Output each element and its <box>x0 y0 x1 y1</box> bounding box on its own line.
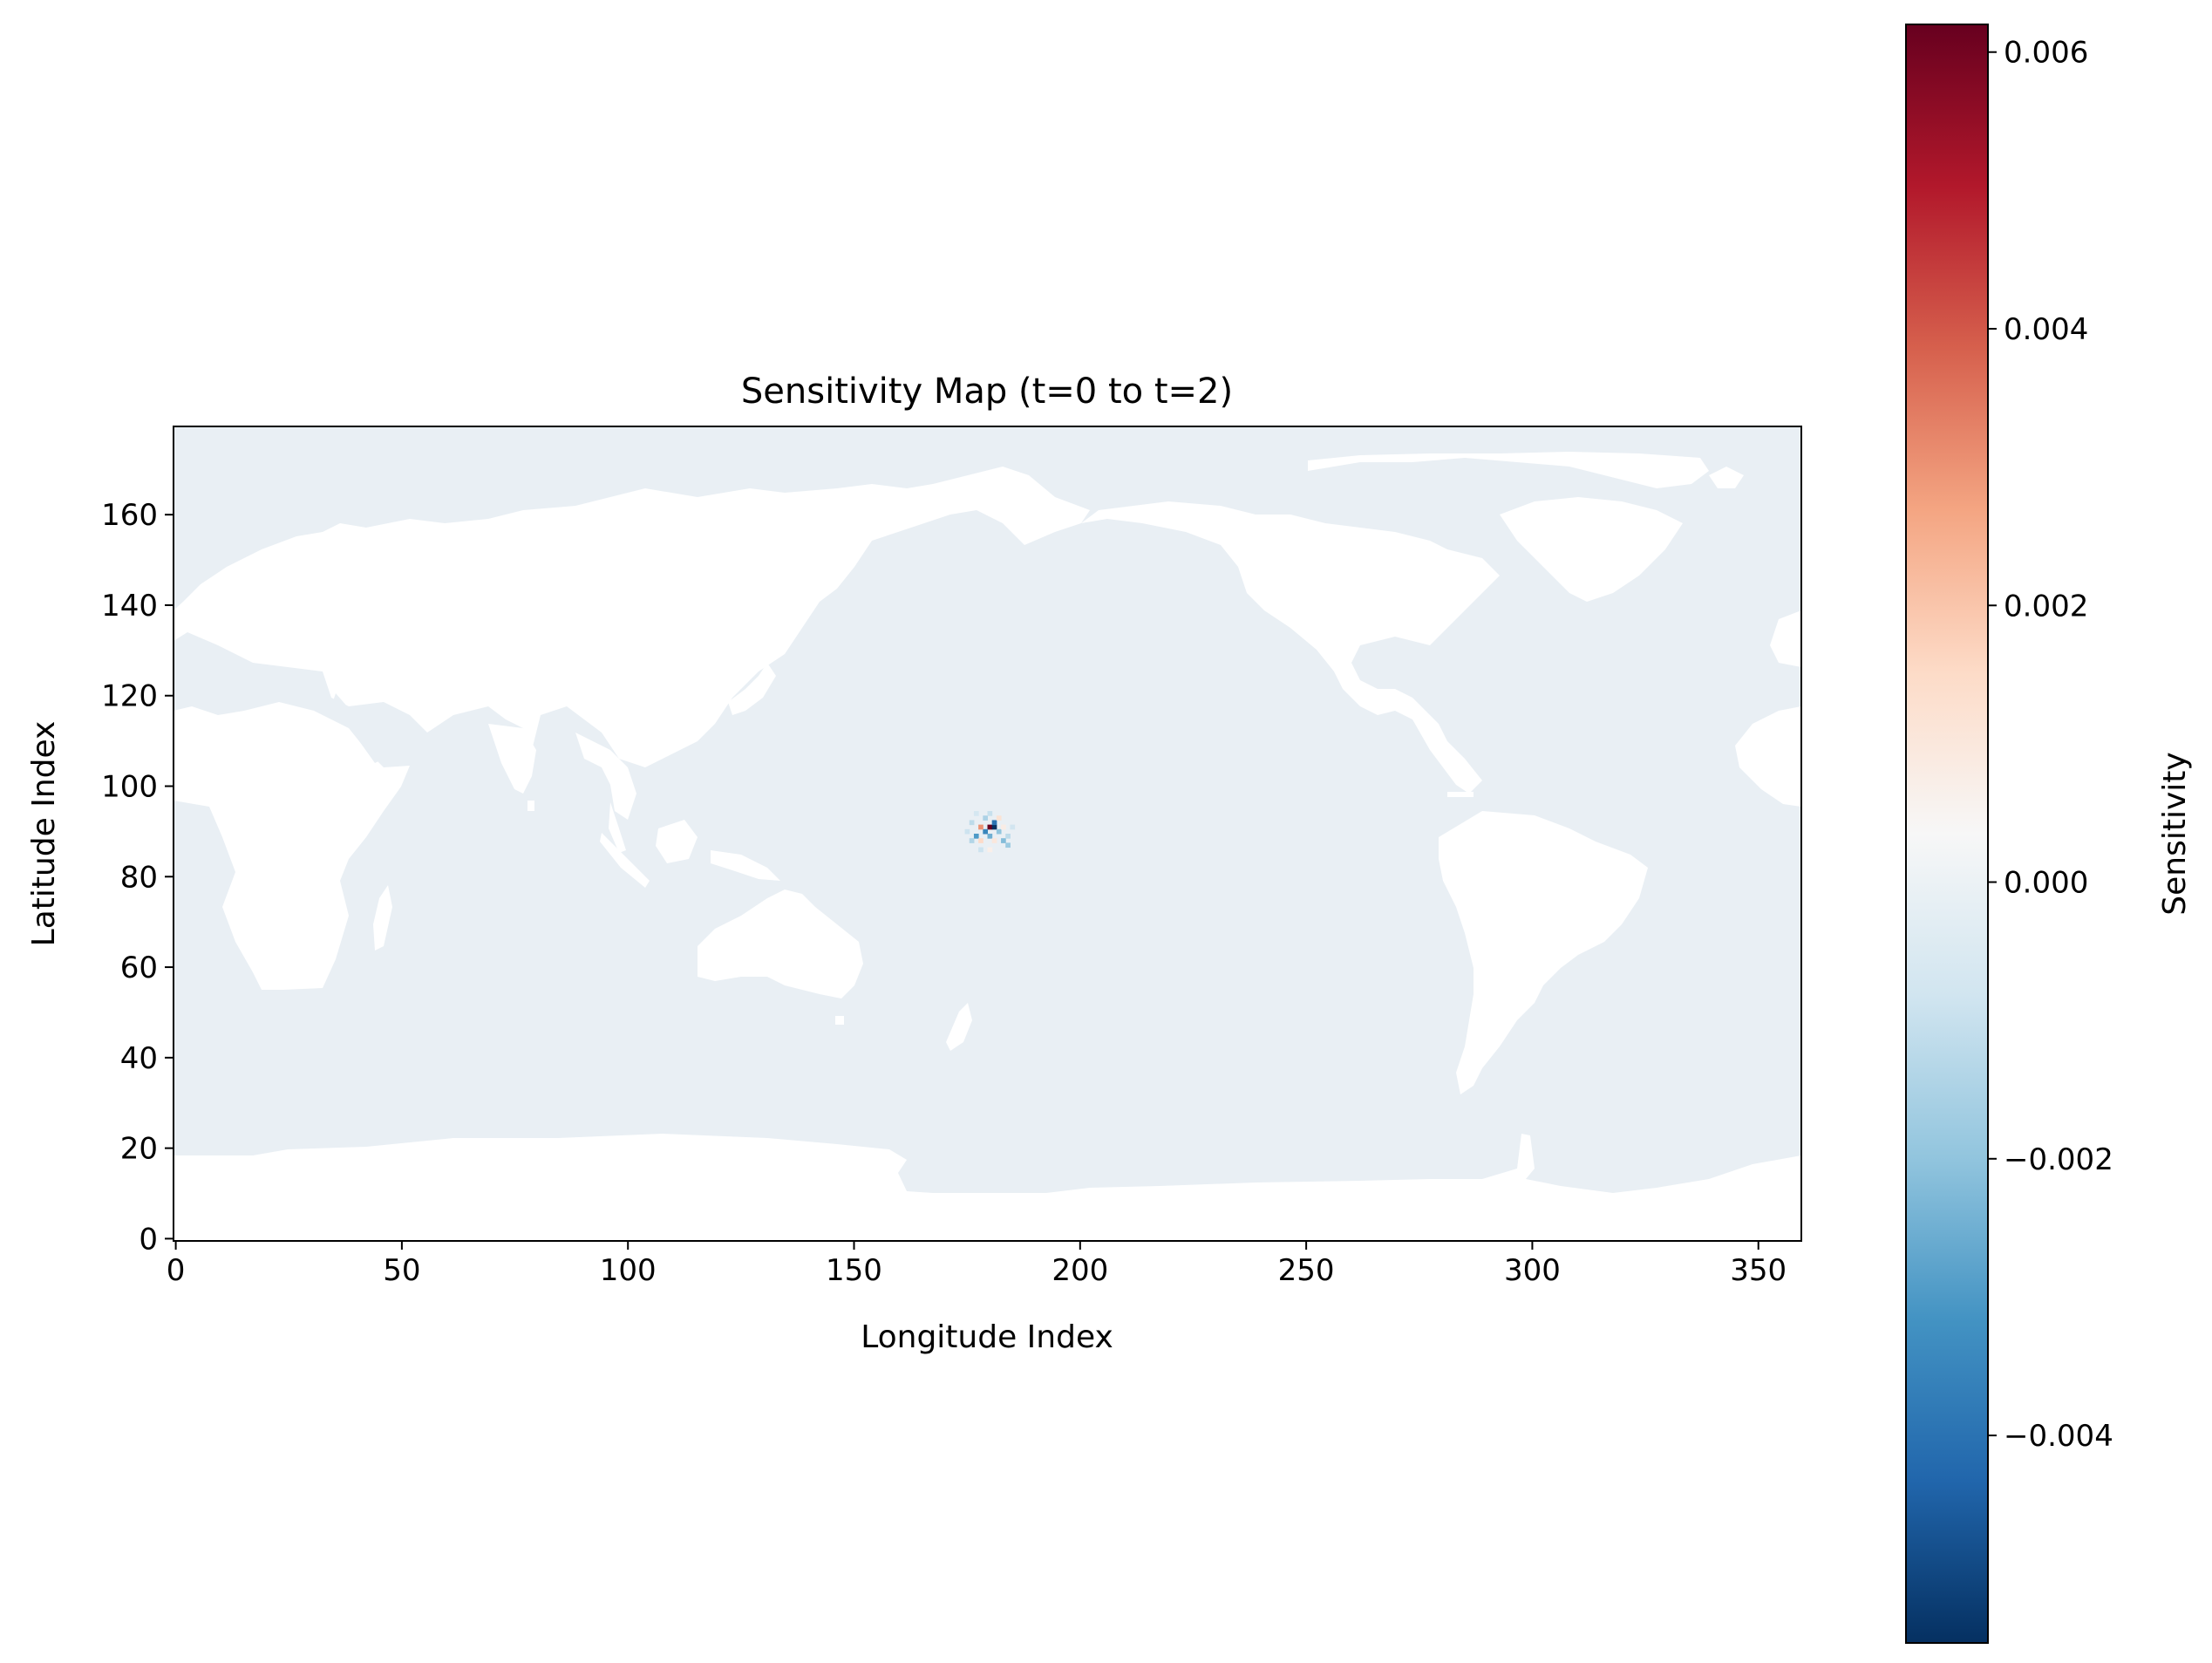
red-sea-shape <box>331 693 384 763</box>
hotspot-cell <box>969 838 975 843</box>
hotspot-cell <box>991 838 997 843</box>
japan-shape <box>728 663 776 715</box>
eurasia-shape <box>174 467 1090 767</box>
india-shape <box>488 724 536 794</box>
colorbar-ticks: −0.004 −0.002 0.000 0.002 0.004 0.006 <box>1988 36 2113 1454</box>
north-america-shape <box>1081 501 1500 794</box>
indochina-shape <box>575 733 636 820</box>
hotspot-cell <box>973 811 979 816</box>
colorbar-tick-label: 0.000 <box>2004 866 2088 901</box>
x-tick-label: 300 <box>1504 1253 1561 1288</box>
x-tick-label: 200 <box>1052 1253 1108 1288</box>
africa-shape <box>174 702 410 990</box>
x-tick-label: 150 <box>826 1253 882 1288</box>
arctic-islands-shape <box>1308 452 1709 488</box>
x-tick-label: 0 <box>167 1253 186 1288</box>
hotspot-cell <box>973 834 979 839</box>
y-tick-label: 160 <box>101 498 158 533</box>
hotspot-cell <box>964 828 970 835</box>
y-tick-label: 140 <box>101 589 158 624</box>
colorbar-tick-label: −0.004 <box>2004 1419 2113 1454</box>
hotspot-cell <box>1010 824 1016 830</box>
hotspot-cell <box>996 828 1002 835</box>
malay-shape <box>609 802 626 853</box>
y-tick-label: 100 <box>101 770 158 805</box>
hotspot-cell <box>983 815 988 821</box>
greenland-shape <box>1500 497 1683 602</box>
south-america-shape <box>1439 811 1648 1094</box>
y-tick-label: 120 <box>101 679 158 714</box>
antarctica-shape <box>174 1134 1801 1241</box>
y-tick-label: 40 <box>120 1041 158 1076</box>
y-axis-label: Latitude Index <box>26 721 62 947</box>
hotspot-cell <box>987 811 993 816</box>
new-guinea-shape <box>711 850 780 881</box>
hotspot-cell <box>969 820 975 826</box>
y-tick-label: 80 <box>120 860 158 895</box>
colorbar-label: Sensitivity <box>2157 752 2193 915</box>
chart-title: Sensitivity Map (t=0 to t=2) <box>741 371 1233 412</box>
colorbar-tick-label: −0.002 <box>2004 1142 2113 1177</box>
hotspot-cell <box>978 824 983 830</box>
hotspot-cell <box>1001 838 1006 843</box>
plot-frame <box>173 426 1802 1242</box>
land-mask <box>174 452 1801 1241</box>
y-tick-label: 60 <box>120 951 158 985</box>
cuba-shape <box>1447 792 1474 797</box>
x-axis-label: Longitude Index <box>861 1319 1113 1355</box>
hotspot-cell <box>996 815 1002 821</box>
hotspot-cell <box>987 834 993 839</box>
x-tick-label: 100 <box>600 1253 657 1288</box>
hotspot-cell <box>978 847 983 853</box>
tasmania-shape <box>835 1016 844 1025</box>
x-axis-ticks: 0 50 100 150 200 250 300 350 <box>167 1241 1787 1288</box>
hotspot-cell <box>1001 824 1006 830</box>
hotspot-cell <box>987 847 993 853</box>
colorbar-tick-label: 0.004 <box>2004 312 2088 347</box>
scandinavia-shape <box>201 549 296 615</box>
sumatra-shape <box>600 833 650 888</box>
hotspot-cell <box>983 828 988 835</box>
sri-lanka-shape <box>527 801 534 811</box>
x-tick-label: 350 <box>1730 1253 1787 1288</box>
hotspot-cell <box>991 824 997 830</box>
hotspot-cell <box>987 824 993 830</box>
heatmap-plot-area <box>174 426 1801 1241</box>
new-zealand-shape <box>946 1003 972 1051</box>
west-africa-edge-shape <box>1735 706 1801 807</box>
hotspot-cell <box>978 838 983 843</box>
australia-shape <box>698 889 863 998</box>
x-tick-label: 50 <box>383 1253 420 1288</box>
colorbar-tick-label: 0.006 <box>2004 36 2088 71</box>
y-tick-label: 0 <box>139 1222 158 1257</box>
hotspot-cell <box>1005 842 1011 849</box>
arctic-island-2-shape <box>1709 467 1744 488</box>
y-axis-ticks: 0 20 40 60 80 100 120 140 160 <box>101 498 174 1257</box>
borneo-shape <box>656 820 698 863</box>
hotspot-cell <box>1005 834 1011 839</box>
colorbar-tick-label: 0.002 <box>2004 589 2088 624</box>
europe-edge-shape <box>1770 610 1801 667</box>
x-tick-label: 250 <box>1278 1253 1335 1288</box>
madagascar-shape <box>373 885 392 951</box>
hotspot-cells <box>964 811 1016 853</box>
y-tick-label: 20 <box>120 1132 158 1167</box>
colorbar <box>1905 24 1989 1644</box>
hotspot-cell <box>991 820 997 826</box>
